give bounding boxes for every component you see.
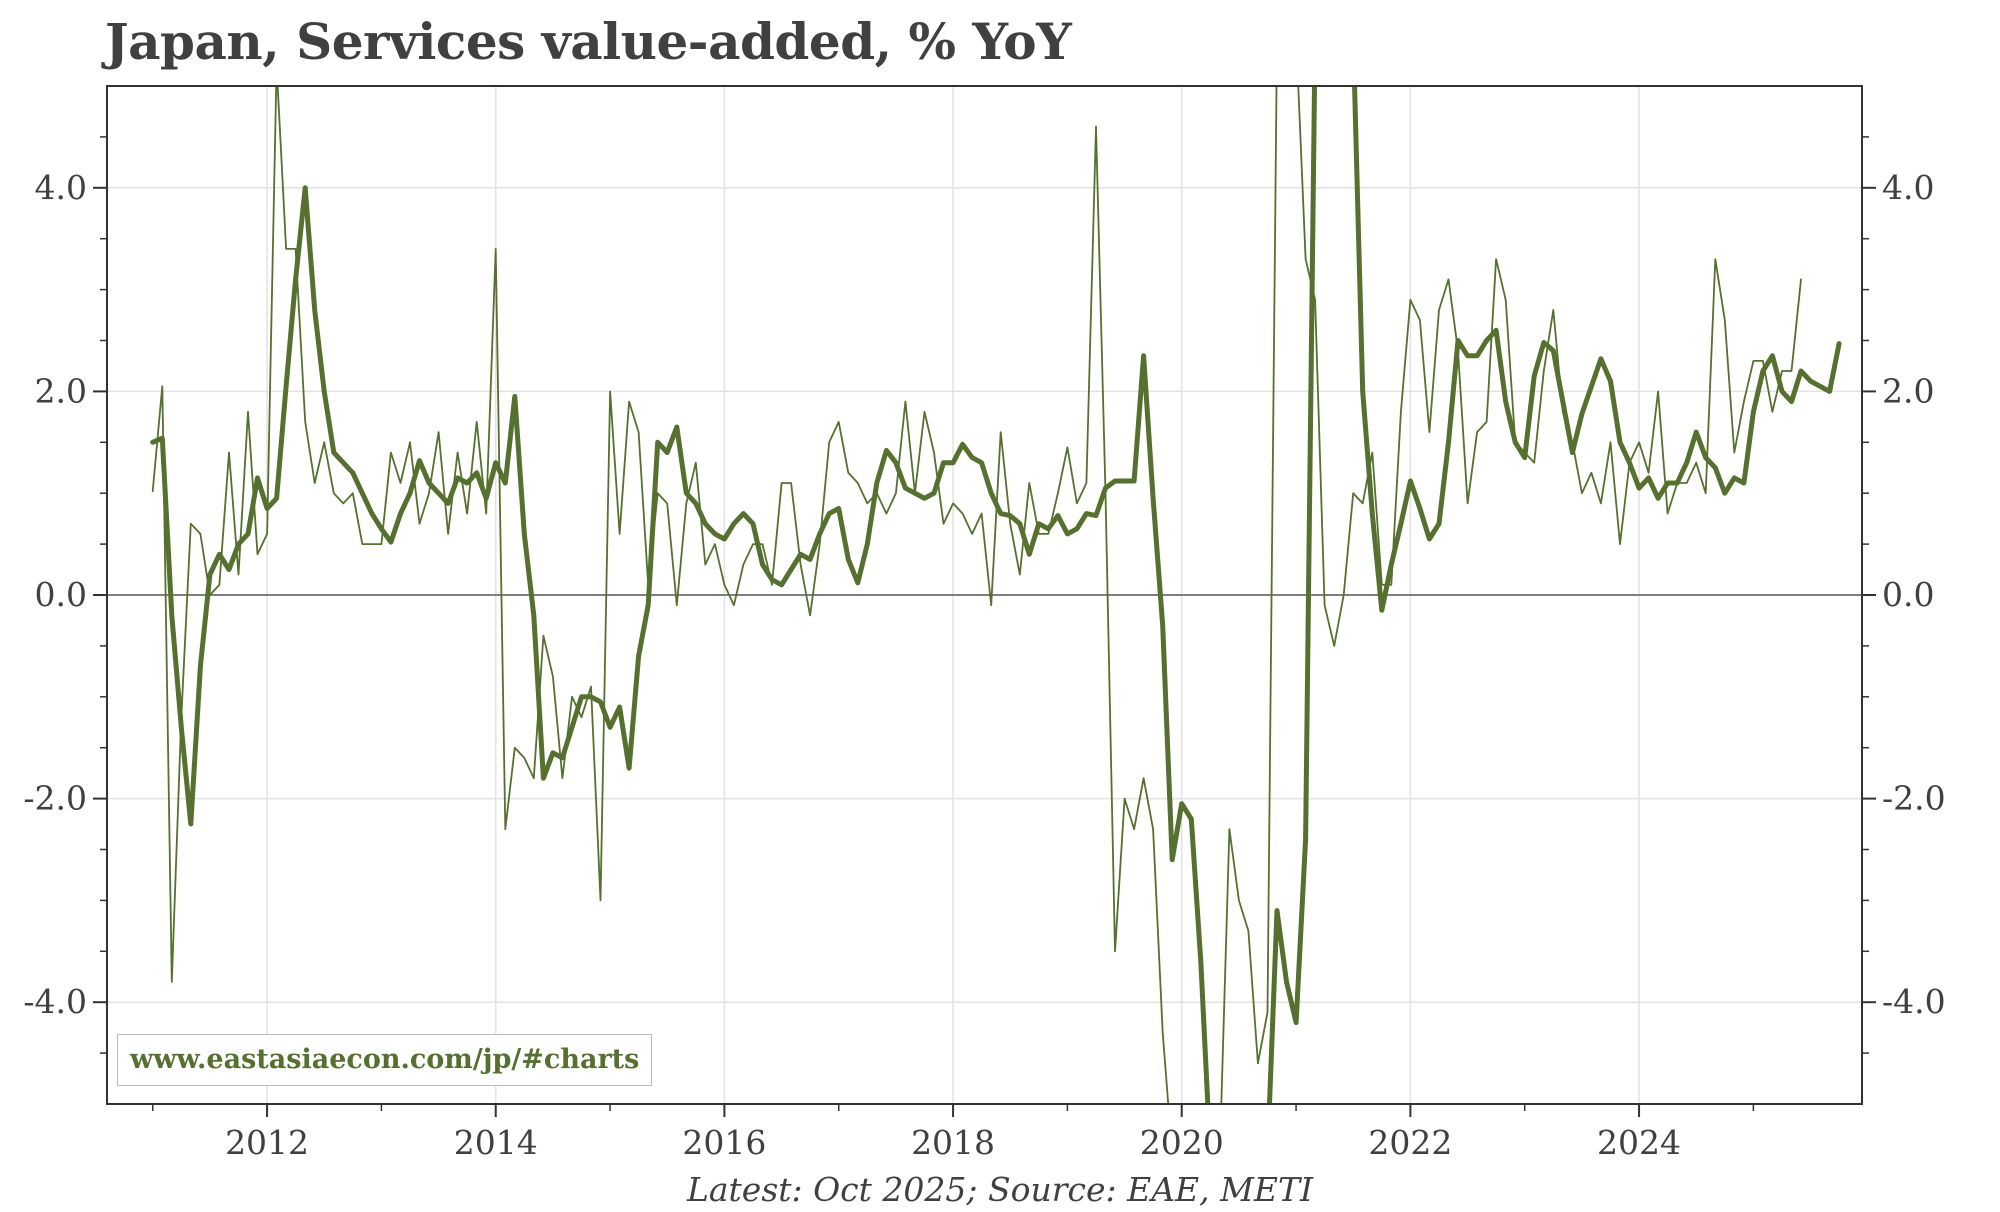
y-right-tick-label: -2.0 [1882,779,1946,818]
y-right-tick-label: 2.0 [1882,371,1934,410]
right-y-axis-labels: 4.0 2.0 0.0 -2.0 -4.0 [1882,168,1946,1021]
chart-title: Japan, Services value-added, % YoY [105,12,1072,71]
x-tick-label-2012: 2012 [225,1123,309,1162]
axis-ticks [93,136,1876,1117]
series-line-thick [150,86,1842,1104]
y-right-tick-label: 4.0 [1882,168,1934,207]
x-tick-label-2016: 2016 [682,1123,766,1162]
y-left-tick-label: -4.0 [23,982,87,1021]
source-url-watermark: www.eastasiaecon.com/jp/#charts [117,1034,653,1086]
x-tick-label-2020: 2020 [1140,1123,1224,1162]
y-left-tick-label: 4.0 [35,168,87,207]
x-tick-label-2014: 2014 [454,1123,538,1162]
y-left-tick-label: -2.0 [23,779,87,818]
source-footnote: Latest: Oct 2025; Source: EAE, METI [686,1170,1314,1209]
left-y-axis-labels: 4.0 2.0 0.0 -2.0 -4.0 [23,168,87,1021]
x-tick-label-2022: 2022 [1368,1123,1452,1162]
x-axis-labels: 2012 2014 2016 2018 2020 2022 2024 [225,1123,1681,1162]
y-right-tick-label: -4.0 [1882,982,1946,1021]
y-left-tick-label: 0.0 [35,575,87,614]
series-layer [150,86,1842,1104]
x-tick-label-2018: 2018 [911,1123,995,1162]
x-tick-label-2024: 2024 [1597,1123,1681,1162]
y-right-tick-label: 0.0 [1882,575,1934,614]
y-left-tick-label: 2.0 [35,371,87,410]
